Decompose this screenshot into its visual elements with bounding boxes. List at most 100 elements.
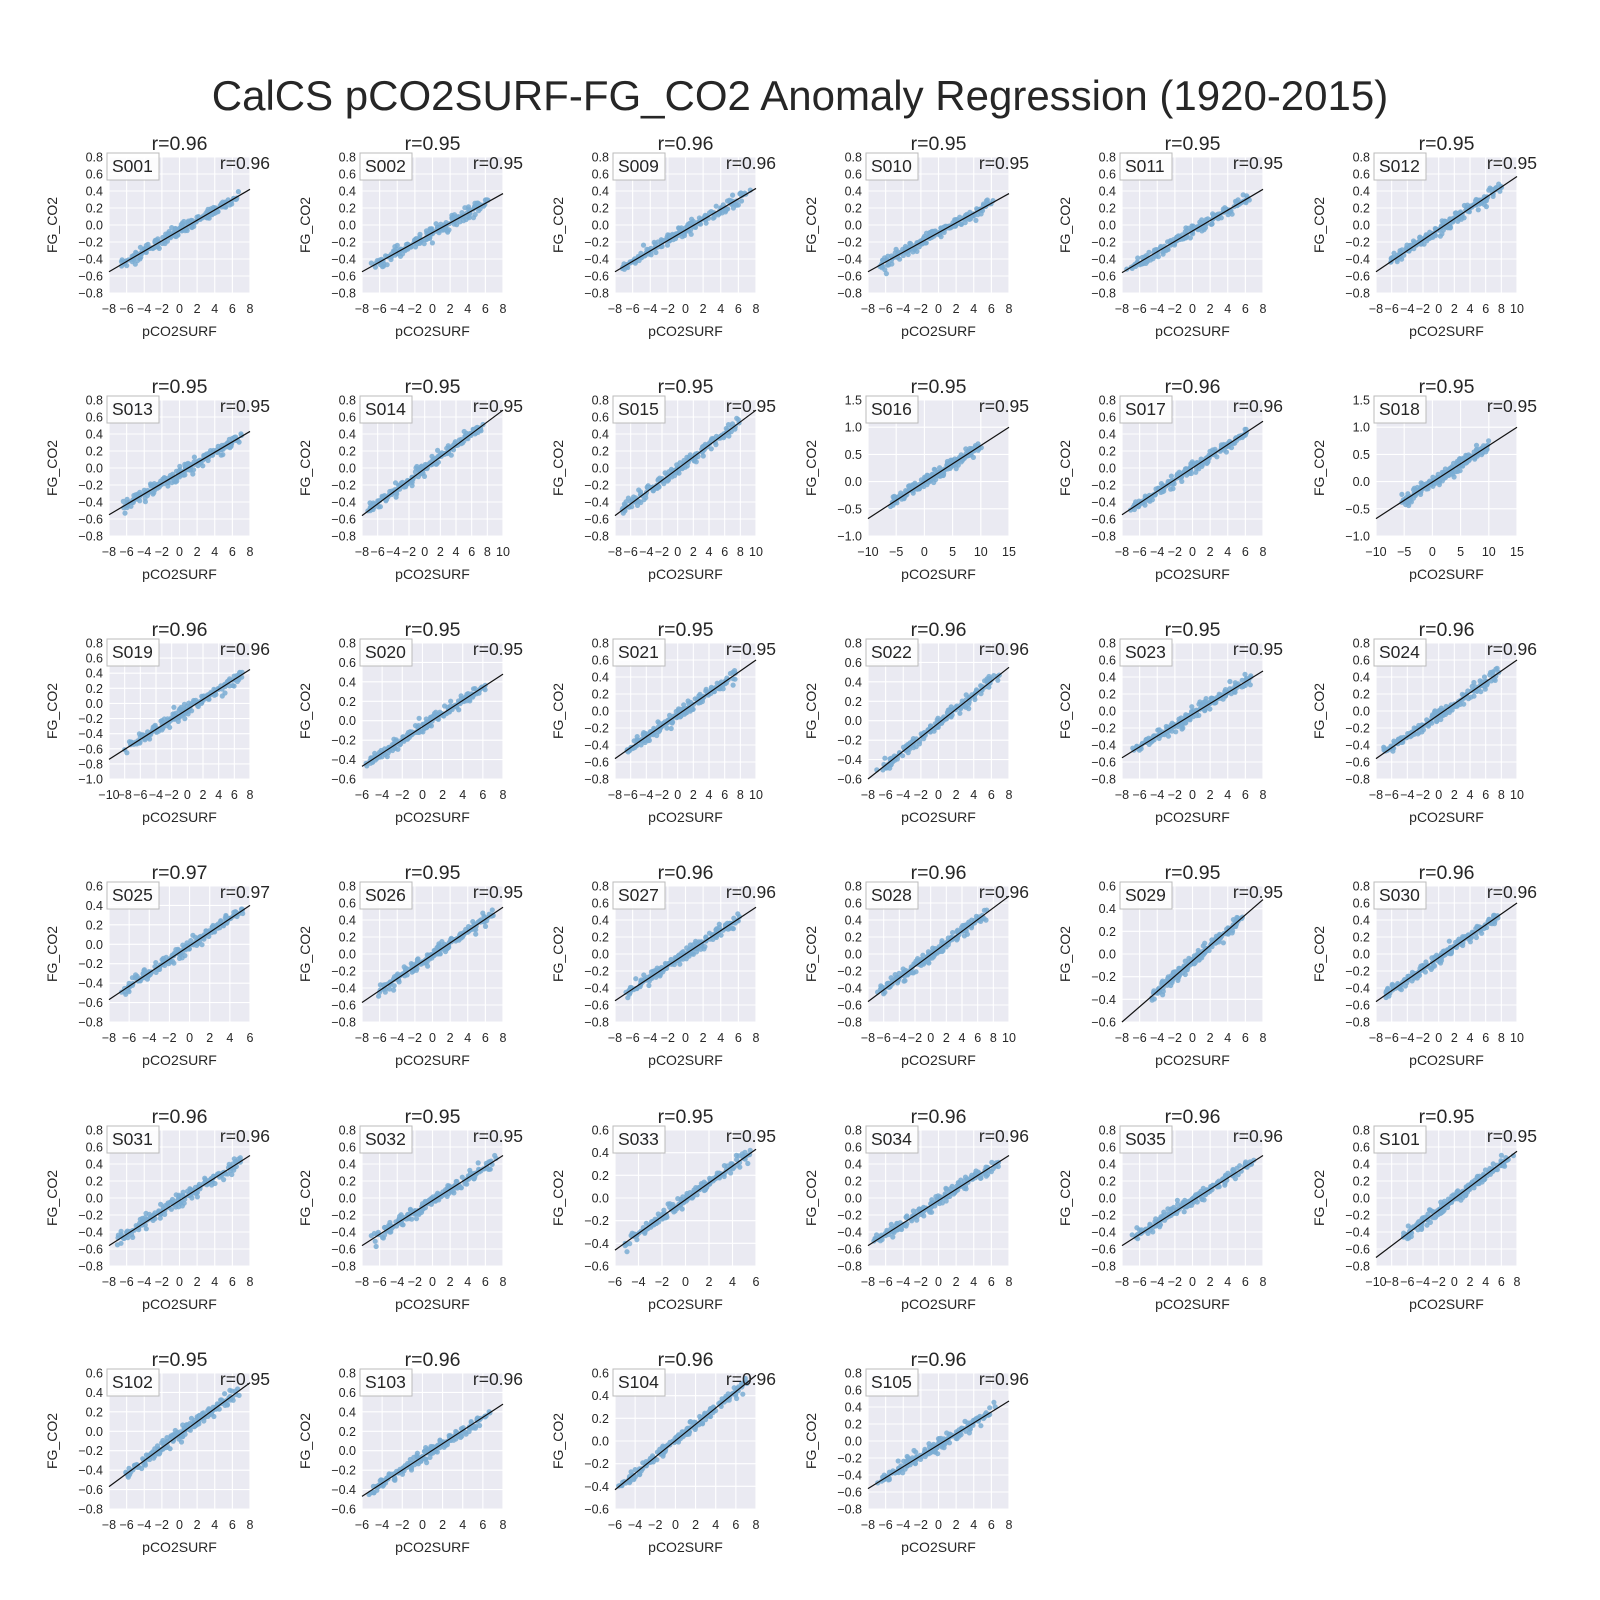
- r-value-title: r=0.95: [658, 376, 714, 398]
- x-tick-label: −2: [1168, 302, 1182, 316]
- r-value-inset: r=0.95: [979, 153, 1029, 173]
- data-point: [1207, 706, 1213, 712]
- data-point: [144, 976, 150, 982]
- data-point: [446, 227, 452, 233]
- station-label: S022: [871, 642, 912, 662]
- data-point: [648, 252, 654, 258]
- panel-s024: −8 −6 −4 −2 0 2 4 6 8 10−0.8−0.6−0.4−0.20.00.20.4…: [1311, 619, 1537, 825]
- r-value-inset: r=0.95: [726, 396, 776, 416]
- data-point: [1399, 491, 1405, 497]
- x-tick-label: 10: [1482, 545, 1496, 559]
- data-point: [732, 676, 738, 682]
- x-tick-label: −6: [1132, 302, 1146, 316]
- data-point: [206, 215, 212, 221]
- y-tick-label: 0.4: [1099, 428, 1116, 442]
- data-point: [713, 203, 719, 209]
- y-tick-label: 0.4: [86, 428, 103, 442]
- y-tick-label: −0.8: [78, 1016, 103, 1030]
- y-tick-label: −0.2: [331, 965, 356, 979]
- x-tick-label: −2: [165, 788, 179, 802]
- data-point: [957, 710, 963, 716]
- data-point: [386, 986, 393, 992]
- data-point: [1202, 940, 1208, 946]
- y-tick-label: 0.2: [1099, 688, 1116, 702]
- r-value-inset: r=0.95: [473, 153, 523, 173]
- x-tick-label: −6: [372, 1031, 386, 1045]
- scatter-points: [1124, 192, 1252, 272]
- y-axis-label: FG_CO2: [1311, 440, 1327, 496]
- x-tick-label: 6: [721, 788, 728, 802]
- y-tick-label: 0.4: [1353, 185, 1370, 199]
- y-tick-label: −0.4: [584, 496, 609, 510]
- r-value-inset: r=0.95: [473, 639, 523, 659]
- y-tick-label: 0.8: [845, 151, 862, 165]
- x-tick-label: 2: [700, 302, 707, 316]
- y-tick-label: 0.6: [339, 411, 356, 425]
- y-tick-label: 0.6: [86, 168, 103, 182]
- r-value-title: r=0.96: [658, 862, 714, 884]
- y-tick-label: −0.2: [331, 479, 356, 493]
- x-tick-label: −8: [608, 302, 622, 316]
- data-point: [1168, 982, 1174, 989]
- y-tick-label: 0.8: [845, 880, 862, 894]
- data-point: [668, 725, 674, 732]
- x-tick-label: 6: [229, 545, 236, 559]
- y-tick-label: −0.8: [1091, 287, 1116, 301]
- x-tick-label: 15: [1510, 545, 1524, 559]
- x-tick-label: 8: [1260, 1031, 1267, 1045]
- data-point: [456, 707, 462, 713]
- x-tick-label: −8: [1115, 788, 1129, 802]
- r-value-title: r=0.96: [152, 133, 208, 155]
- y-tick-label: 0.8: [592, 394, 609, 408]
- y-tick-label: −0.4: [78, 727, 103, 741]
- y-tick-label: 0.2: [1353, 931, 1370, 945]
- x-tick-label: 0: [419, 788, 426, 802]
- data-point: [1182, 720, 1188, 726]
- data-point: [1196, 712, 1202, 719]
- y-axis-label: FG_CO2: [1057, 926, 1073, 982]
- data-point: [1220, 940, 1226, 946]
- x-tick-label: 4: [717, 302, 724, 316]
- y-tick-label: −0.4: [331, 982, 356, 996]
- y-tick-label: −0.6: [1091, 1016, 1116, 1030]
- r-value-title: r=0.95: [1165, 619, 1221, 641]
- data-point: [954, 937, 960, 943]
- y-tick-label: −0.8: [584, 530, 609, 544]
- r-value-title: r=0.95: [405, 619, 461, 641]
- y-axis-label: FG_CO2: [803, 926, 819, 982]
- y-tick-label: −0.2: [837, 965, 862, 979]
- x-tick-label: −2: [914, 788, 928, 802]
- y-tick-label: 0.0: [1099, 705, 1116, 719]
- data-point: [472, 211, 478, 218]
- x-tick-label: 8: [500, 1031, 507, 1045]
- y-tick-label: 0.6: [592, 411, 609, 425]
- x-tick-label: 2: [200, 788, 207, 802]
- y-tick-label: −0.6: [1091, 513, 1116, 527]
- x-tick-label: −4: [137, 545, 151, 559]
- y-tick-label: −0.4: [584, 982, 609, 996]
- data-point: [633, 976, 639, 982]
- y-tick-label: 0.2: [845, 695, 862, 709]
- x-tick-label: −6: [1132, 1031, 1146, 1045]
- data-point: [683, 956, 689, 962]
- r-value-title: r=0.95: [405, 133, 461, 155]
- data-point: [1247, 682, 1253, 688]
- y-tick-label: 0.2: [592, 931, 609, 945]
- y-tick-label: −0.4: [78, 977, 103, 991]
- y-tick-label: 0.0: [845, 219, 862, 233]
- station-label: S028: [871, 885, 912, 905]
- y-tick-label: −0.4: [584, 739, 609, 753]
- data-point: [908, 241, 914, 247]
- x-tick-label: 8: [990, 1031, 997, 1045]
- y-tick-label: 0.2: [592, 688, 609, 702]
- station-label: S001: [112, 156, 153, 176]
- data-point: [145, 241, 151, 247]
- station-label: S027: [618, 885, 659, 905]
- x-tick-label: 8: [737, 545, 744, 559]
- data-point: [938, 234, 944, 240]
- y-tick-label: −0.8: [837, 1016, 862, 1030]
- x-tick-label: 0: [682, 302, 689, 316]
- station-label: S017: [1125, 399, 1166, 419]
- data-point: [1199, 463, 1205, 469]
- regression-line: [108, 188, 251, 273]
